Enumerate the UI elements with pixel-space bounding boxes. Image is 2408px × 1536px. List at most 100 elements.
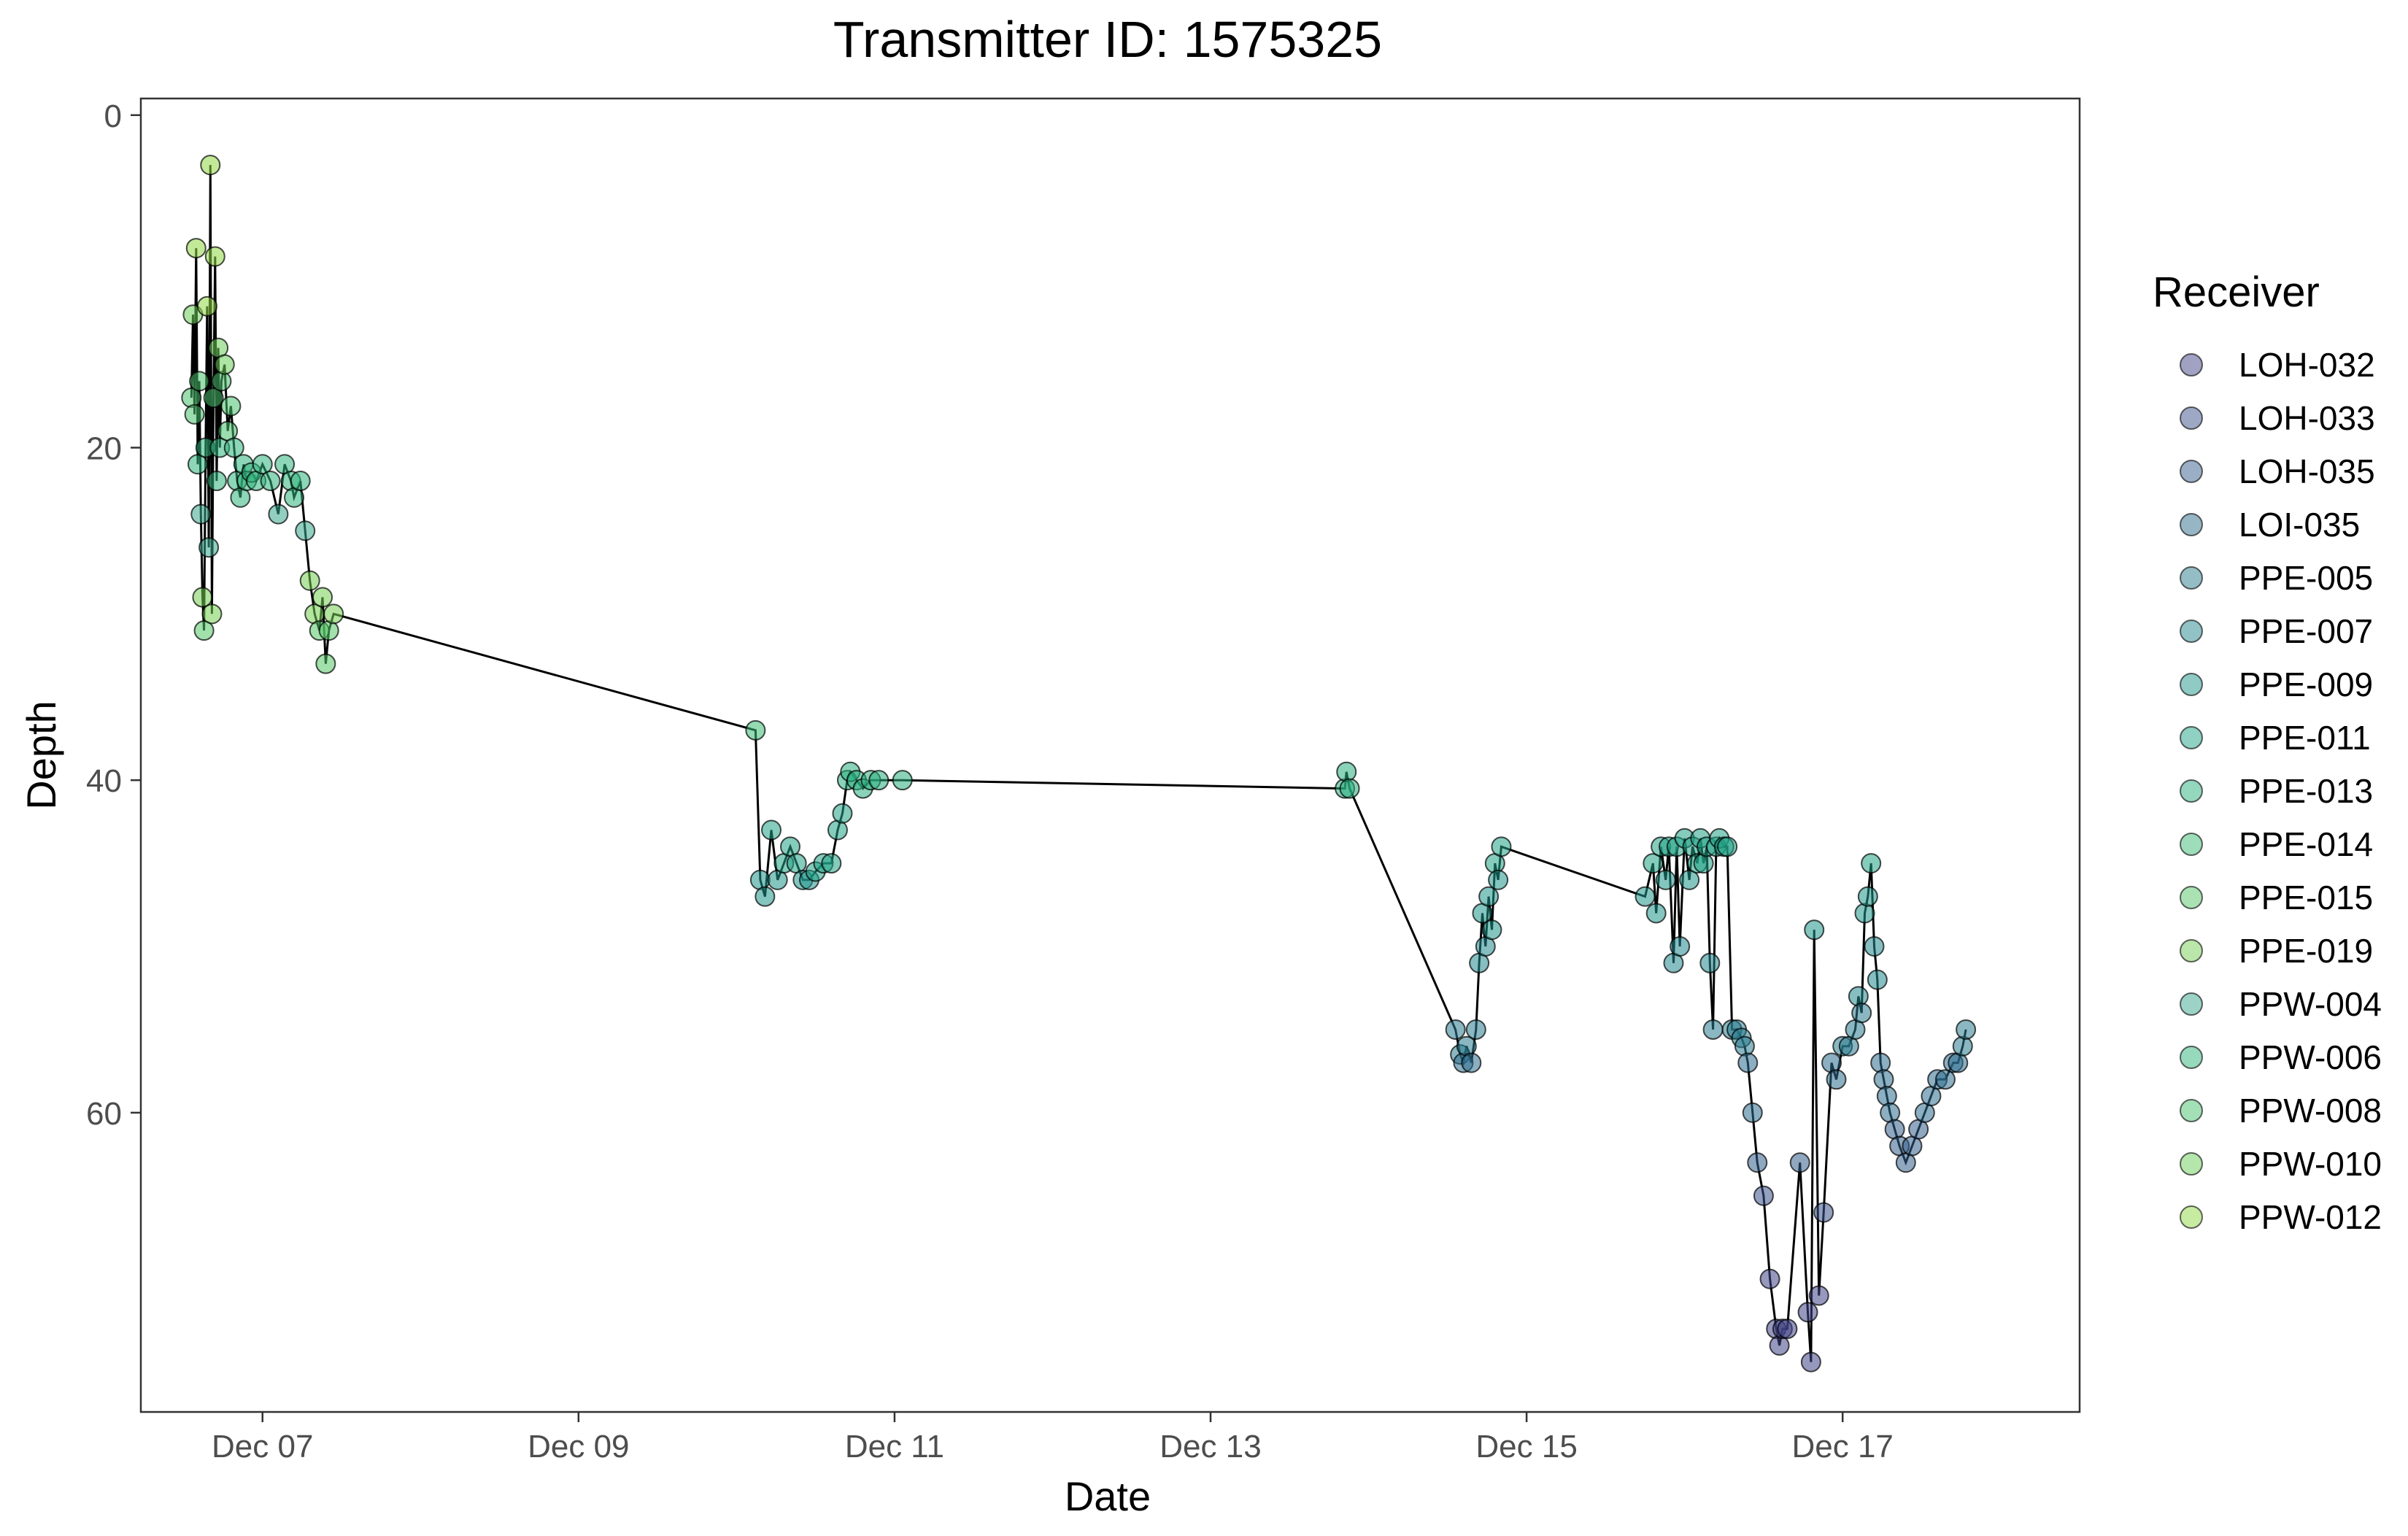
legend-label: PPE-014 (2239, 825, 2373, 863)
legend-label: PPE-005 (2239, 559, 2373, 597)
data-point (200, 155, 221, 176)
data-point (1491, 836, 1512, 857)
x-axis-label: Date (1065, 1473, 1151, 1519)
data-point (1717, 836, 1738, 857)
legend-swatch (2180, 939, 2203, 962)
data-point (192, 587, 213, 608)
legend-swatch (2180, 353, 2203, 377)
data-point (220, 395, 242, 417)
data-point (223, 437, 244, 458)
x-tick-label: Dec 09 (528, 1429, 629, 1464)
data-point (184, 404, 205, 425)
data-point (1481, 919, 1502, 941)
data-point (1670, 936, 1691, 957)
data-point (299, 570, 320, 591)
data-point (1759, 1268, 1780, 1289)
legend-label: LOH-033 (2239, 399, 2375, 437)
legend-label: PPW-006 (2239, 1038, 2382, 1076)
data-point (1934, 1069, 1956, 1090)
data-point (1679, 869, 1700, 890)
data-point (1857, 886, 1878, 907)
data-point (761, 819, 782, 841)
legend-swatch (2180, 886, 2203, 909)
data-point (1876, 1086, 1897, 1107)
y-tick-label: 20 (86, 431, 122, 466)
legend-swatch (2180, 1046, 2203, 1069)
legend-swatch (2180, 513, 2203, 536)
data-point (1734, 1035, 1755, 1057)
data-point (1864, 936, 1885, 957)
legend-label: LOH-032 (2239, 346, 2375, 384)
x-axis: Dec 07 Dec 09 Dec 11 Dec 13 Dec 15 Dec 17 (212, 1412, 1894, 1464)
data-point (1952, 1035, 1973, 1057)
legend-label: PPE-009 (2239, 665, 2373, 703)
data-point (892, 770, 913, 791)
legend-swatch (2180, 833, 2203, 856)
data-point (1737, 1052, 1759, 1073)
data-point (1956, 1019, 1977, 1040)
data-point (1813, 1202, 1834, 1223)
data-point (1339, 778, 1360, 799)
data-point (1445, 1019, 1466, 1040)
data-point (1854, 903, 1875, 924)
data-point (315, 653, 336, 674)
data-point (1800, 1351, 1821, 1373)
legend-swatch (2180, 1205, 2203, 1229)
x-tick-label: Dec 07 (212, 1429, 313, 1464)
data-point (323, 603, 344, 625)
data-point (189, 371, 210, 392)
legend-swatch (2180, 460, 2203, 483)
legend-swatch (2180, 1152, 2203, 1176)
data-point (290, 471, 311, 492)
data-point (203, 387, 224, 409)
legend-label: PPE-019 (2239, 932, 2373, 970)
data-point (193, 620, 215, 641)
legend-label: PPE-007 (2239, 612, 2373, 650)
data-point (190, 503, 212, 525)
data-point (1699, 952, 1721, 973)
legend-title: Receiver (2153, 269, 2320, 316)
legend-swatch (2180, 620, 2203, 643)
data-point (204, 246, 225, 267)
data-point (755, 886, 776, 907)
data-point (201, 603, 223, 625)
data-point (832, 803, 853, 824)
data-point (1804, 919, 1825, 941)
plot-panel (139, 97, 2081, 1413)
y-axis: 0 20 40 60 (86, 99, 141, 1132)
data-point (1753, 1185, 1774, 1206)
legend-swatch (2180, 992, 2203, 1016)
legend-label: PPE-013 (2239, 772, 2373, 810)
x-tick-label: Dec 17 (1791, 1429, 1893, 1464)
data-point (1808, 1285, 1829, 1306)
data-point (1861, 853, 1882, 874)
data-point (868, 770, 890, 791)
legend-swatch (2180, 406, 2203, 430)
y-tick-label: 60 (86, 1096, 122, 1132)
data-point (206, 471, 227, 492)
data-point (312, 587, 333, 608)
data-point (1873, 1069, 1894, 1090)
legend-items: LOH-032 LOH-033 LOH-035 LOI-035 PPE-005 PPE-0… (2180, 346, 2382, 1236)
legend-swatch (2180, 779, 2203, 803)
data-point (1702, 1019, 1724, 1040)
data-point (1478, 886, 1500, 907)
legend-label: LOI-035 (2239, 506, 2360, 544)
data-point (196, 296, 217, 317)
data-point (1655, 869, 1676, 890)
legend-label: PPE-015 (2239, 879, 2373, 916)
plot-area (181, 155, 1977, 1373)
data-point (1488, 869, 1509, 890)
data-point (1789, 1152, 1810, 1173)
legend-swatch (2180, 566, 2203, 590)
data-point (1870, 1052, 1891, 1073)
data-point (1465, 1019, 1486, 1040)
data-point (198, 537, 220, 558)
data-point (1645, 903, 1667, 924)
y-axis-label: Depth (18, 701, 64, 809)
data-point (1742, 1102, 1763, 1123)
data-point (1635, 886, 1656, 907)
legend: Receiver LOH-032 LOH-033 LOH-035 LOI-035 PPE… (2153, 269, 2382, 1236)
data-point (214, 354, 235, 375)
